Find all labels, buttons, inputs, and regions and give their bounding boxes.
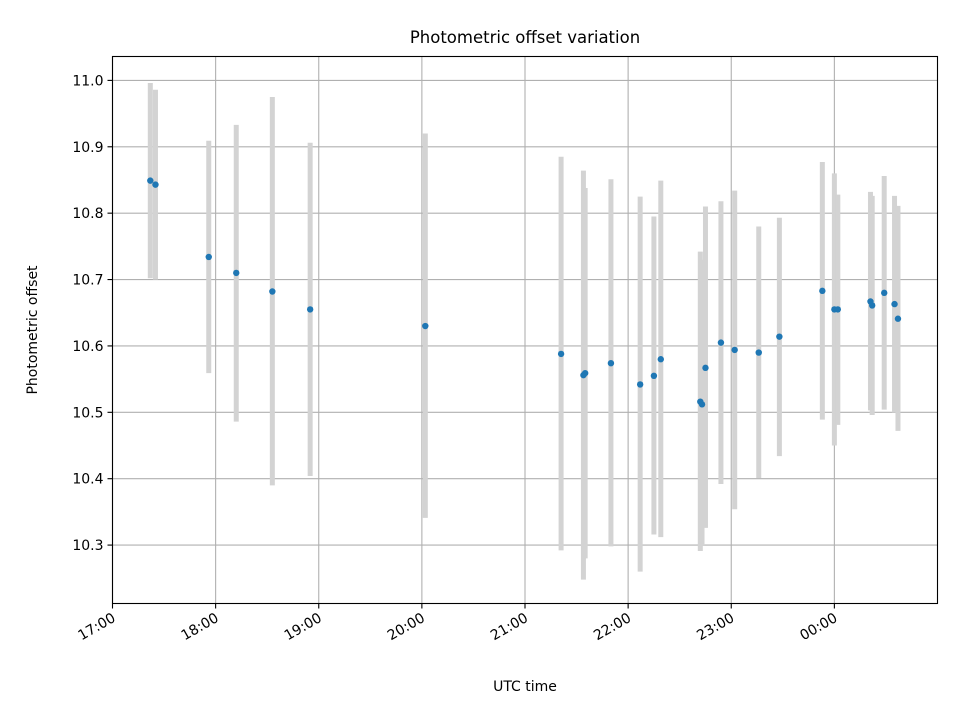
data-point — [894, 315, 902, 322]
y-tick-label: 10.8 — [72, 206, 103, 222]
y-tick-label: 10.7 — [72, 273, 103, 289]
data-point — [636, 381, 644, 388]
data-point — [581, 369, 589, 377]
y-tick-label: 11.0 — [72, 73, 103, 89]
data-point — [650, 372, 658, 380]
data-point — [152, 181, 159, 188]
data-point — [881, 289, 888, 297]
data-point — [755, 349, 762, 356]
data-point — [717, 339, 725, 346]
data-point — [422, 322, 429, 330]
data-point — [269, 288, 276, 295]
data-point — [891, 300, 898, 308]
y-axis-ticks: 10.3 10.4 10.5 10.6 10.7 10.8 10.9 11.0 — [72, 73, 113, 554]
data-point — [306, 306, 314, 313]
data-point — [698, 401, 706, 408]
data-point — [607, 359, 615, 367]
data-point — [702, 364, 709, 372]
y-tick-label: 10.9 — [72, 140, 103, 156]
y-tick-label: 10.4 — [72, 472, 103, 488]
data-points — [147, 177, 902, 408]
data-point — [557, 350, 565, 358]
y-tick-label: 10.6 — [72, 339, 103, 355]
data-point — [205, 253, 212, 261]
chart-title: Photometric offset variation — [410, 28, 640, 47]
data-point — [868, 302, 876, 309]
data-point — [834, 306, 842, 313]
y-axis-label: Photometric offset — [25, 265, 41, 395]
data-point — [147, 177, 154, 184]
x-axis-label: UTC time — [493, 679, 557, 695]
y-tick-label: 10.3 — [72, 538, 103, 554]
data-point — [731, 346, 738, 354]
grid — [111, 56, 938, 604]
data-point — [657, 356, 664, 363]
data-point — [819, 287, 826, 295]
data-point — [233, 269, 240, 277]
data-point — [776, 333, 783, 340]
y-tick-label: 10.5 — [72, 405, 103, 421]
